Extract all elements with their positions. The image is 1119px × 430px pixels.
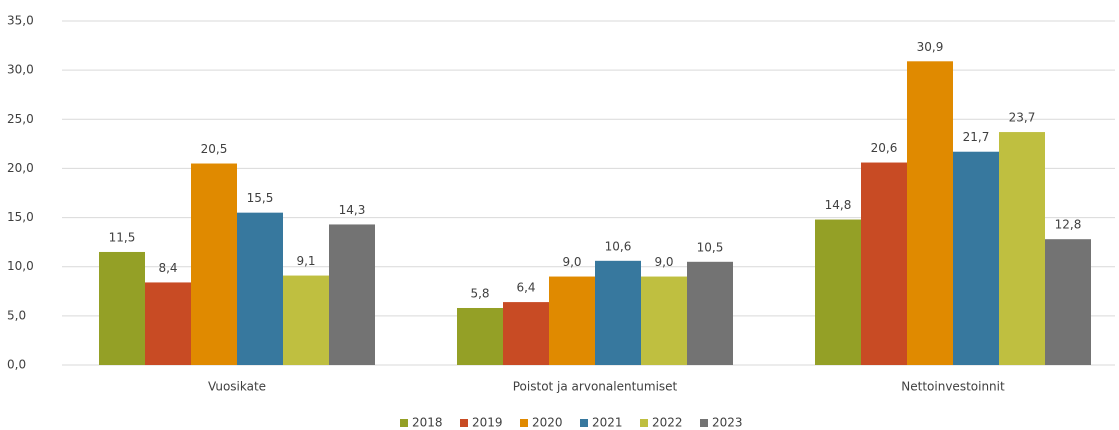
data-label: 8,4 bbox=[158, 261, 177, 275]
y-tick-label: 5,0 bbox=[7, 308, 26, 322]
bar bbox=[145, 282, 191, 365]
data-label: 14,3 bbox=[339, 203, 366, 217]
data-label: 10,5 bbox=[697, 240, 724, 254]
y-tick-label: 15,0 bbox=[7, 210, 34, 224]
bar bbox=[641, 276, 687, 365]
bar bbox=[907, 61, 953, 365]
legend-swatch bbox=[700, 419, 708, 427]
bar bbox=[237, 212, 283, 365]
y-tick-label: 0,0 bbox=[7, 358, 26, 372]
legend-swatch bbox=[400, 419, 408, 427]
y-tick-label: 25,0 bbox=[7, 112, 34, 126]
data-label: 9,1 bbox=[296, 254, 315, 268]
data-label: 15,5 bbox=[247, 191, 274, 205]
legend-label: 2023 bbox=[712, 416, 743, 430]
data-label: 20,5 bbox=[201, 142, 228, 156]
bar bbox=[687, 261, 733, 365]
bar bbox=[953, 151, 999, 365]
legend-label: 2020 bbox=[532, 416, 563, 430]
x-tick-label: Poistot ja arvonalentumiset bbox=[513, 380, 678, 394]
legend-label: 2022 bbox=[652, 416, 683, 430]
legend-swatch bbox=[640, 419, 648, 427]
bar bbox=[457, 307, 503, 365]
bar bbox=[503, 302, 549, 365]
data-label: 6,4 bbox=[516, 281, 535, 295]
data-label: 10,6 bbox=[605, 239, 632, 253]
bar bbox=[815, 219, 861, 365]
bar bbox=[999, 132, 1045, 365]
bar bbox=[1045, 239, 1091, 365]
legend-label: 2021 bbox=[592, 416, 623, 430]
data-label: 23,7 bbox=[1009, 111, 1036, 125]
data-label: 21,7 bbox=[963, 130, 990, 144]
legend-label: 2018 bbox=[412, 416, 443, 430]
data-label: 12,8 bbox=[1055, 218, 1082, 232]
data-label: 9,0 bbox=[562, 255, 581, 269]
data-label: 11,5 bbox=[109, 230, 136, 244]
legend-swatch bbox=[520, 419, 528, 427]
bar bbox=[99, 251, 145, 365]
x-tick-label: Vuosikate bbox=[208, 380, 266, 394]
data-label: 30,9 bbox=[917, 40, 944, 54]
legend-swatch bbox=[580, 419, 588, 427]
y-tick-label: 35,0 bbox=[7, 14, 34, 28]
bar bbox=[861, 162, 907, 365]
data-label: 9,0 bbox=[654, 255, 673, 269]
bar bbox=[283, 275, 329, 365]
x-tick-label: Nettoinvestoinnit bbox=[901, 380, 1005, 394]
bar bbox=[595, 260, 641, 365]
legend-swatch bbox=[460, 419, 468, 427]
y-tick-label: 10,0 bbox=[7, 259, 34, 273]
bar bbox=[329, 224, 375, 365]
bar bbox=[549, 276, 595, 365]
data-label: 5,8 bbox=[470, 286, 489, 300]
data-label: 20,6 bbox=[871, 141, 898, 155]
y-tick-label: 30,0 bbox=[7, 63, 34, 77]
legend-label: 2019 bbox=[472, 416, 503, 430]
data-label: 14,8 bbox=[825, 198, 852, 212]
bar bbox=[191, 163, 237, 365]
y-tick-label: 20,0 bbox=[7, 161, 34, 175]
